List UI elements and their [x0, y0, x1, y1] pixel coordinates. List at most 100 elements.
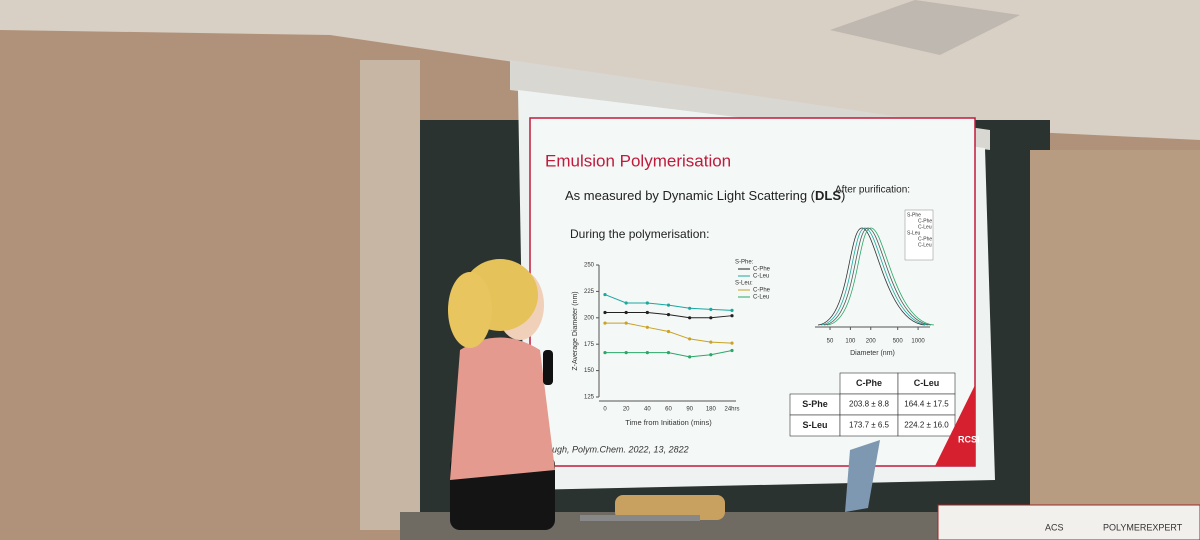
banner — [937, 504, 1200, 540]
distribution-curve — [817, 227, 926, 326]
header-text: C-Phe — [856, 378, 882, 388]
legend-label: C-Leu — [753, 274, 769, 280]
x-tick-label: 50 — [827, 339, 834, 345]
legend-group: S-Phe — [907, 212, 921, 218]
point — [709, 316, 713, 320]
x-tick-label: 500 — [893, 339, 904, 345]
legend-group: S-Leu — [907, 230, 921, 236]
y-tick-label: 175 — [584, 342, 595, 348]
banner-polymerexpert: POLYMEREXPERT — [1103, 522, 1183, 532]
speaker-shirt — [450, 337, 555, 480]
x-tick-label: 180 — [706, 407, 717, 413]
point — [603, 351, 607, 355]
cell-text: 164.4 ± 17.5 — [904, 400, 949, 409]
subtitle-bold: DLS — [815, 188, 841, 203]
reference: ugh, Polym.Chem. 2022, 13, 2822 — [552, 444, 689, 454]
legend-box — [904, 209, 934, 261]
point — [730, 308, 734, 313]
point — [666, 329, 671, 334]
point — [688, 306, 692, 310]
y-tick-label: 125 — [584, 395, 595, 401]
vent — [830, 0, 1020, 55]
line-chart: 125 150 175 200 225 250 0 20 40 60 90 180 24hrs Time … — [572, 260, 771, 427]
point — [709, 307, 713, 311]
pillar — [360, 60, 420, 530]
x-tick-label: 1000 — [911, 339, 925, 345]
cell-text: 203.8 ± 8.8 — [849, 400, 890, 409]
cell-text: 224.2 ± 16.0 — [904, 421, 949, 430]
y-axis-label: Z-Average Diameter (nm) — [572, 291, 579, 370]
point — [666, 313, 671, 317]
point — [645, 351, 649, 355]
legend-label: C-Leu — [918, 242, 932, 248]
x-tick-label: 100 — [845, 339, 856, 345]
legend-group: S-Phe: — [735, 260, 754, 266]
point — [688, 337, 692, 341]
point — [645, 310, 649, 315]
x-tick-label: 0 — [603, 407, 607, 413]
wall-right — [1030, 150, 1200, 540]
slide-subtitle: As measured by Dynamic Light Scattering … — [565, 188, 845, 203]
x-tick-label: 60 — [665, 407, 672, 413]
distribution-curve — [826, 227, 935, 326]
x-tick-label: 20 — [623, 407, 630, 413]
y-tick-label: 250 — [584, 263, 595, 269]
x-tick-label: 90 — [686, 407, 693, 413]
header-text: C-Leu — [914, 378, 940, 388]
laptop-base — [580, 515, 700, 521]
cell-text: S-Leu — [802, 420, 827, 430]
point — [730, 341, 734, 345]
subtitle-end: ) — [841, 188, 845, 203]
point — [709, 340, 713, 344]
point — [603, 310, 607, 315]
point — [666, 303, 671, 307]
during-label: During the polymerisation: — [570, 227, 709, 241]
point — [645, 301, 649, 305]
logo-corner — [935, 385, 975, 466]
y-tick-label: 150 — [584, 368, 595, 374]
x-tick-label: 200 — [866, 339, 877, 345]
cell-text: S-Phe — [802, 399, 828, 409]
point — [730, 314, 734, 318]
point — [624, 301, 628, 305]
speaker-ponytail — [448, 272, 492, 348]
legend-label: C-Leu — [918, 224, 932, 230]
laptop — [845, 440, 880, 512]
slide-title: Emulsion Polymerisation — [545, 151, 731, 170]
after-label: After purification: — [835, 185, 910, 196]
point — [688, 355, 692, 359]
microphone — [543, 350, 553, 385]
point — [603, 321, 607, 325]
x-tick-label: 24hrs — [724, 407, 739, 413]
point — [730, 348, 734, 353]
point — [624, 310, 628, 315]
logo: RCSI — [958, 434, 980, 444]
y-tick-label: 225 — [584, 289, 595, 295]
y-tick-label: 200 — [584, 315, 595, 321]
x-tick-label: 40 — [644, 407, 651, 413]
legend-label: C-Phe — [753, 267, 771, 273]
legend-label: C-Phe — [918, 218, 932, 224]
banner-acs: ACS — [1045, 522, 1064, 532]
legend-label: C-Phe — [918, 236, 932, 242]
subtitle-text: As measured by Dynamic Light Scattering … — [565, 188, 816, 203]
point — [645, 325, 649, 329]
cell-text: 173.7 ± 6.5 — [849, 421, 890, 430]
chair — [615, 495, 725, 520]
distribution-curve — [820, 227, 929, 326]
legend-label: C-Phe — [753, 288, 771, 294]
point — [688, 316, 692, 320]
point — [709, 353, 713, 357]
distribution-curve — [823, 227, 932, 326]
legend-label: C-Leu — [753, 295, 769, 301]
table: C-Phe C-Leu S-Phe 203.8 ± 8.8 164.4 ± 17.5 S-… — [789, 372, 956, 437]
point — [624, 321, 628, 325]
legend-group: S-Leu: — [735, 281, 753, 287]
point — [603, 292, 607, 297]
point — [666, 351, 671, 355]
point — [624, 351, 628, 355]
x-axis-label: Time from Initiation (mins) — [625, 418, 712, 427]
